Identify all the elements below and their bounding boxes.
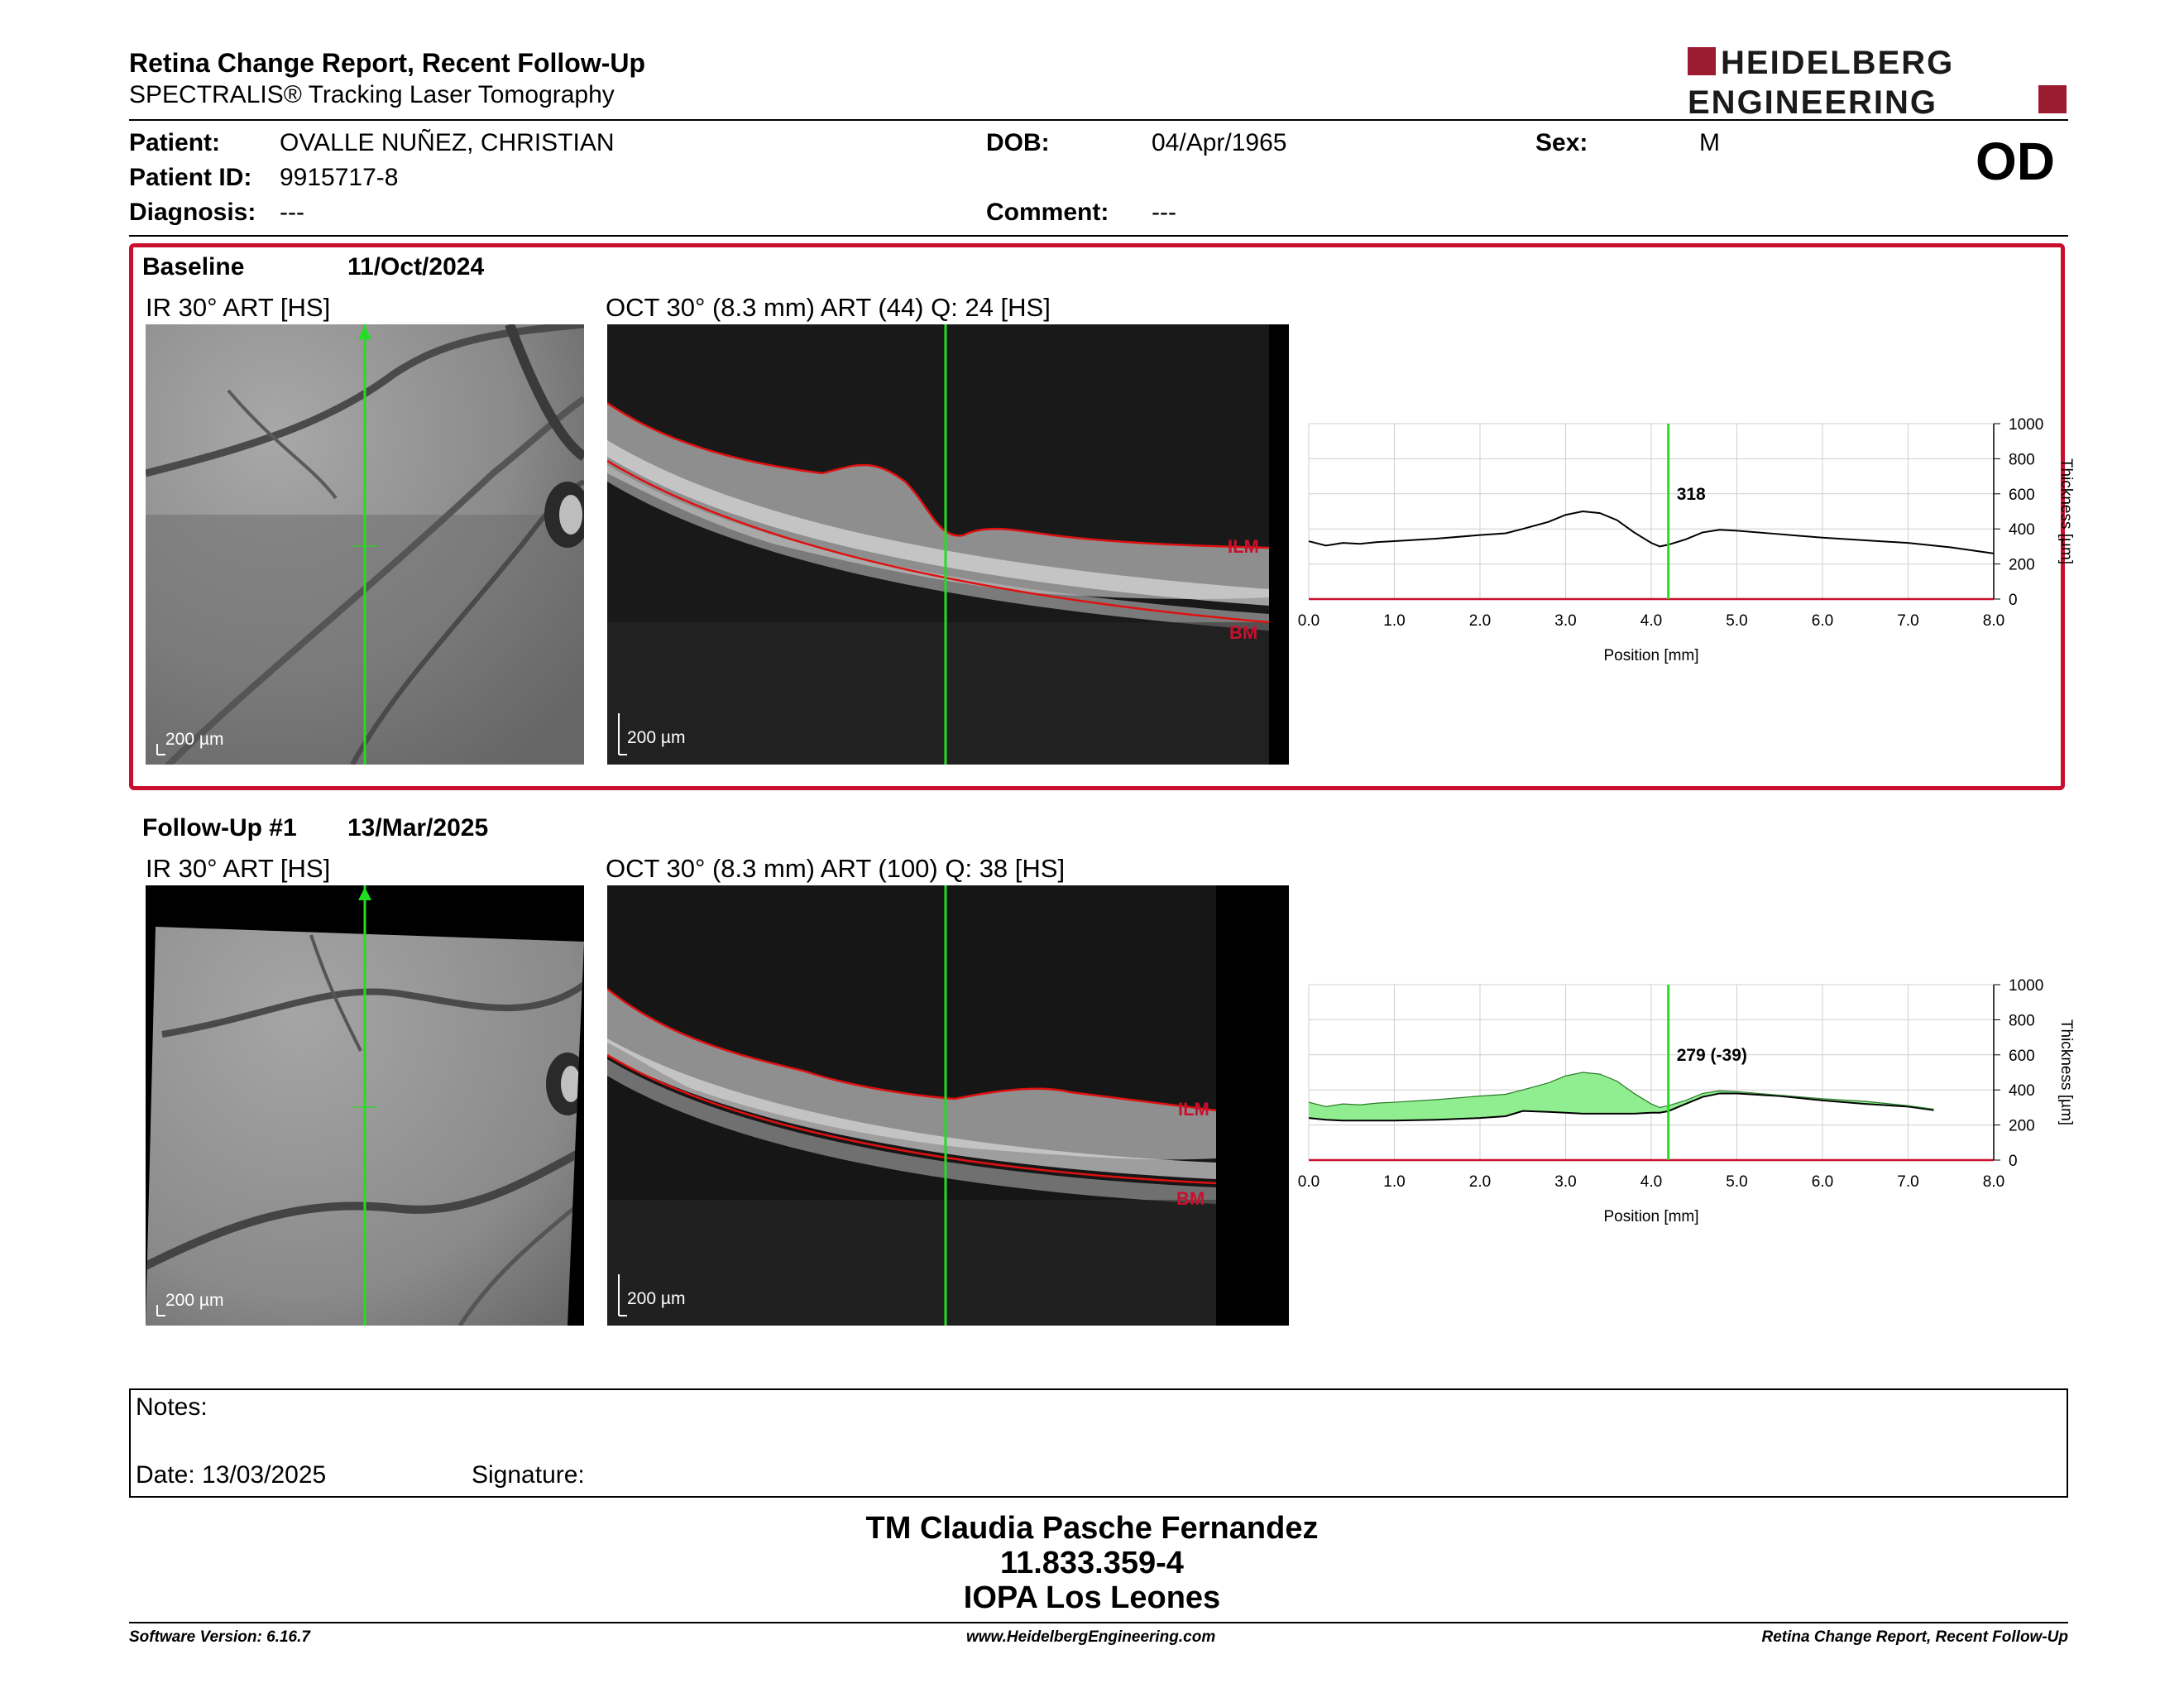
x-tick-label: 4.0 xyxy=(1640,1173,1662,1191)
baseline-bm-label: BM xyxy=(1229,622,1258,643)
notes-label: Notes: xyxy=(136,1393,208,1421)
x-tick-label: 1.0 xyxy=(1383,1173,1405,1191)
comment-value: --- xyxy=(1152,199,1176,226)
patient-divider xyxy=(129,235,2068,237)
y-tick-label: 800 xyxy=(2009,1012,2035,1029)
y-tick-label: 800 xyxy=(2009,451,2035,468)
y-axis-label: Thickness [µm] xyxy=(2057,458,2075,564)
header-divider xyxy=(129,119,2068,121)
x-tick-label: 7.0 xyxy=(1897,1173,1918,1191)
baseline-thickness-line xyxy=(1308,1072,1934,1110)
baseline-oct-title: OCT 30° (8.3 mm) ART (44) Q: 24 [HS] xyxy=(606,293,1051,322)
eye-indicator: OD xyxy=(1976,132,2055,191)
followup-oct-title: OCT 30° (8.3 mm) ART (100) Q: 38 [HS] xyxy=(606,854,1066,883)
diagnosis-label: Diagnosis: xyxy=(129,199,256,226)
y-tick-label: 1000 xyxy=(2009,416,2043,434)
sex-label: Sex: xyxy=(1535,129,1588,156)
patient-name: OVALLE NUÑEZ, CHRISTIAN xyxy=(280,129,615,156)
followup-ir-title: IR 30° ART [HS] xyxy=(146,854,331,883)
baseline-oct-image: ILM BM 200 µm xyxy=(607,324,1289,765)
y-tick-label: 200 xyxy=(2009,1118,2035,1135)
x-axis-label: Position [mm] xyxy=(1603,1208,1698,1225)
logo-line2: ENGINEERING xyxy=(1688,84,1937,120)
y-tick-label: 600 xyxy=(2009,487,2035,504)
marker-value-label: 318 xyxy=(1677,485,1706,504)
x-tick-label: 5.0 xyxy=(1726,612,1747,630)
thickness-change-area xyxy=(1309,1072,1934,1121)
y-tick-label: 400 xyxy=(2009,1082,2035,1100)
baseline-label: Baseline xyxy=(142,253,245,281)
y-axis-label: Thickness [µm] xyxy=(2057,1019,2075,1125)
y-tick-label: 0 xyxy=(2009,592,2018,609)
patient-id-value: 9915717-8 xyxy=(280,164,399,191)
sex-value: M xyxy=(1699,129,1720,156)
y-tick-label: 400 xyxy=(2009,521,2035,539)
x-tick-label: 2.0 xyxy=(1469,612,1491,630)
footer-divider xyxy=(129,1622,2068,1623)
baseline-frame xyxy=(129,243,2065,790)
notes-box xyxy=(129,1388,2068,1498)
software-version: Software Version: 6.16.7 xyxy=(129,1628,310,1646)
x-tick-label: 2.0 xyxy=(1469,1173,1491,1191)
website-link[interactable]: www.HeidelbergEngineering.com xyxy=(966,1628,1216,1646)
patient-label: Patient: xyxy=(129,129,221,156)
followup-thickness-chart: 0.0 1.0 2.0 3.0 4.0 5.0 6.0 7.0 8.0 0 200 400 600 800… xyxy=(1298,977,2075,1225)
followup-thickness-line xyxy=(1308,1092,1934,1122)
followup-bm-label: BM xyxy=(1176,1188,1205,1209)
x-axis-label: Position [mm] xyxy=(1603,647,1698,664)
diagnosis-value: --- xyxy=(280,199,304,226)
x-tick-label: 8.0 xyxy=(1983,1173,2004,1191)
technician-name: TM Claudia Pasche Fernandez xyxy=(865,1511,1319,1546)
x-tick-label: 8.0 xyxy=(1983,612,2004,630)
y-tick-label: 0 xyxy=(2009,1153,2018,1170)
patient-id-label: Patient ID: xyxy=(129,164,252,191)
y-tick-label: 1000 xyxy=(2009,977,2043,995)
x-tick-label: 3.0 xyxy=(1554,612,1576,630)
followup-ir-image: 200 µm xyxy=(146,885,584,1326)
x-tick-label: 5.0 xyxy=(1726,1173,1747,1191)
followup-label: Follow-Up #1 xyxy=(142,814,297,842)
report-subtitle: SPECTRALIS® Tracking Laser Tomography xyxy=(129,81,615,108)
dob-label: DOB: xyxy=(986,129,1050,156)
technician-id: 11.833.359-4 xyxy=(1000,1546,1184,1580)
thickness-line xyxy=(1308,510,1995,554)
x-tick-label: 6.0 xyxy=(1812,1173,1833,1191)
logo-line1: HEIDELBERG xyxy=(1721,46,1954,81)
comment-label: Comment: xyxy=(986,199,1109,226)
notes-date: Date: 13/03/2025 xyxy=(136,1461,327,1489)
marker-value-label: 279 (-39) xyxy=(1677,1046,1747,1065)
followup-date: 13/Mar/2025 xyxy=(347,814,489,842)
dob-value: 04/Apr/1965 xyxy=(1152,129,1287,156)
baseline-oct-scale: 200 µm xyxy=(627,728,686,747)
x-tick-label: 0.0 xyxy=(1298,1173,1320,1191)
x-tick-label: 0.0 xyxy=(1298,612,1320,630)
signature-label: Signature: xyxy=(472,1461,585,1489)
baseline-ilm-label: ILM xyxy=(1228,536,1259,557)
x-tick-label: 3.0 xyxy=(1554,1173,1576,1191)
baseline-date: 11/Oct/2024 xyxy=(347,253,485,281)
x-tick-label: 6.0 xyxy=(1812,612,1833,630)
baseline-ir-title: IR 30° ART [HS] xyxy=(146,293,331,322)
y-tick-label: 200 xyxy=(2009,557,2035,574)
heidelberg-logo: HEIDELBERG ENGINEERING xyxy=(1688,46,2067,120)
clinic-name: IOPA Los Leones xyxy=(963,1580,1221,1615)
x-tick-label: 4.0 xyxy=(1640,612,1662,630)
followup-ir-scale: 200 µm xyxy=(165,1291,224,1310)
baseline-ir-scale: 200 µm xyxy=(165,730,224,749)
followup-oct-image: ILM BM 200 µm xyxy=(607,885,1289,1326)
x-tick-label: 1.0 xyxy=(1383,612,1405,630)
baseline-ir-image: 200 µm xyxy=(146,324,584,765)
followup-oct-scale: 200 µm xyxy=(627,1289,686,1308)
footer-report-name: Retina Change Report, Recent Follow-Up xyxy=(1761,1628,2068,1646)
y-tick-label: 600 xyxy=(2009,1048,2035,1065)
report-title: Retina Change Report, Recent Follow-Up xyxy=(129,48,646,78)
followup-ilm-label: ILM xyxy=(1178,1099,1209,1120)
baseline-thickness-chart: 0.0 1.0 2.0 3.0 4.0 5.0 6.0 7.0 8.0 0 200 400 600 800… xyxy=(1298,416,2075,664)
x-tick-label: 7.0 xyxy=(1897,612,1918,630)
